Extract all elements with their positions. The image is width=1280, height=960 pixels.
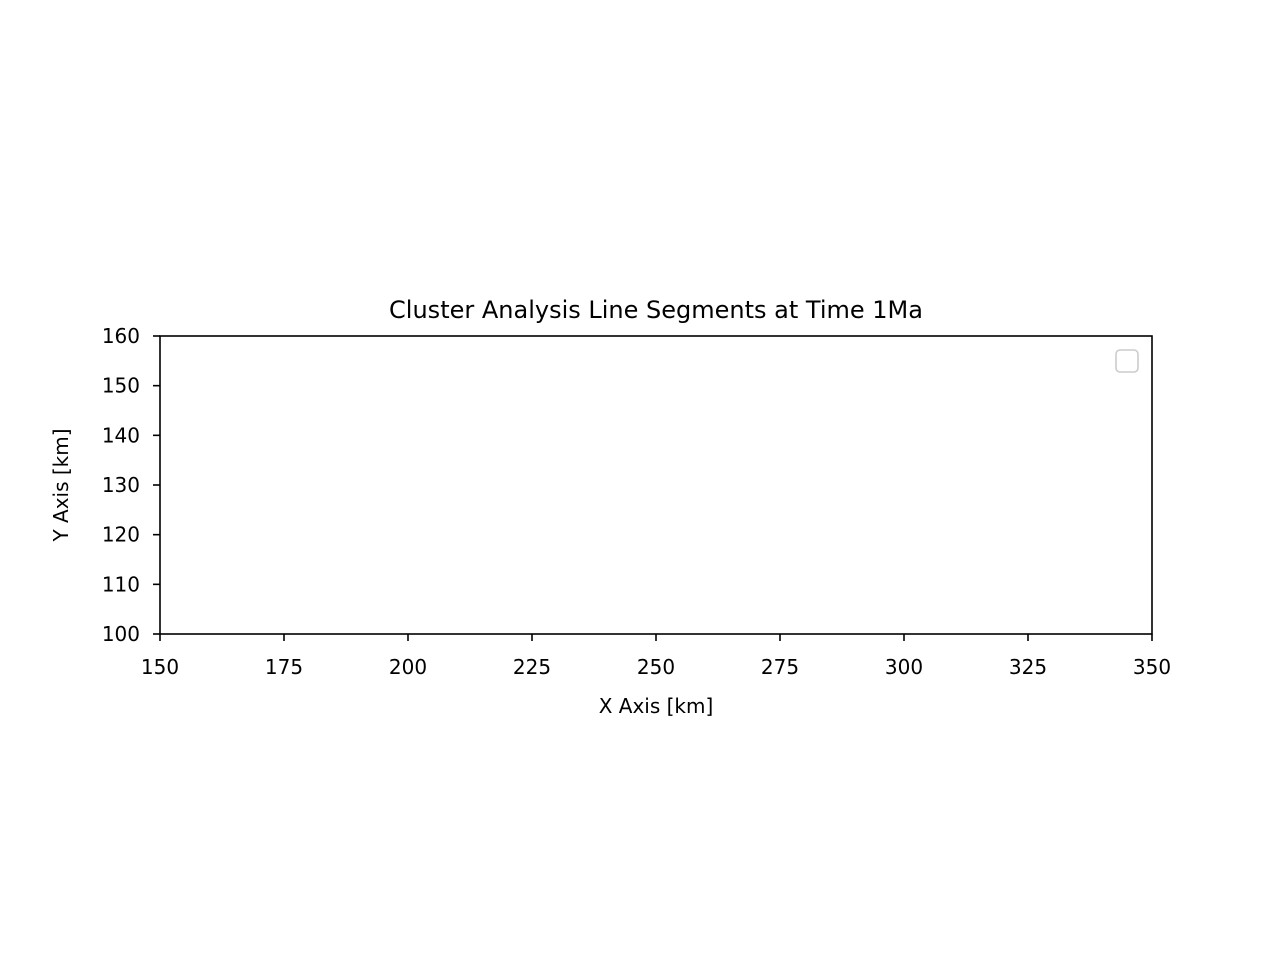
x-tick-label: 275 — [761, 655, 799, 679]
x-tick-label: 200 — [389, 655, 427, 679]
x-tick-label: 225 — [513, 655, 551, 679]
chart-title: Cluster Analysis Line Segments at Time 1… — [389, 296, 923, 324]
plot-background — [160, 336, 1152, 634]
x-tick-label: 250 — [637, 655, 675, 679]
y-tick-label: 150 — [102, 374, 140, 398]
x-axis-ticks: 150 175 200 225 250 275 300 325 350 — [141, 634, 1171, 679]
y-tick-label: 100 — [102, 622, 140, 646]
plot-area — [159, 335, 1153, 635]
y-tick-label: 110 — [102, 572, 140, 596]
y-tick-label: 160 — [102, 324, 140, 348]
y-axis-ticks: 100 110 120 130 140 150 160 — [102, 324, 160, 646]
x-tick-label: 325 — [1009, 655, 1047, 679]
y-axis-label: Y Axis [km] — [49, 428, 73, 542]
x-tick-label: 175 — [265, 655, 303, 679]
legend-box — [1115, 349, 1139, 373]
y-tick-label: 140 — [102, 423, 140, 447]
y-tick-label: 120 — [102, 523, 140, 547]
y-tick-label: 130 — [102, 473, 140, 497]
x-tick-label: 350 — [1133, 655, 1171, 679]
x-tick-label: 150 — [141, 655, 179, 679]
legend — [1115, 349, 1139, 373]
x-tick-label: 300 — [885, 655, 923, 679]
x-axis-label: X Axis [km] — [599, 694, 714, 718]
